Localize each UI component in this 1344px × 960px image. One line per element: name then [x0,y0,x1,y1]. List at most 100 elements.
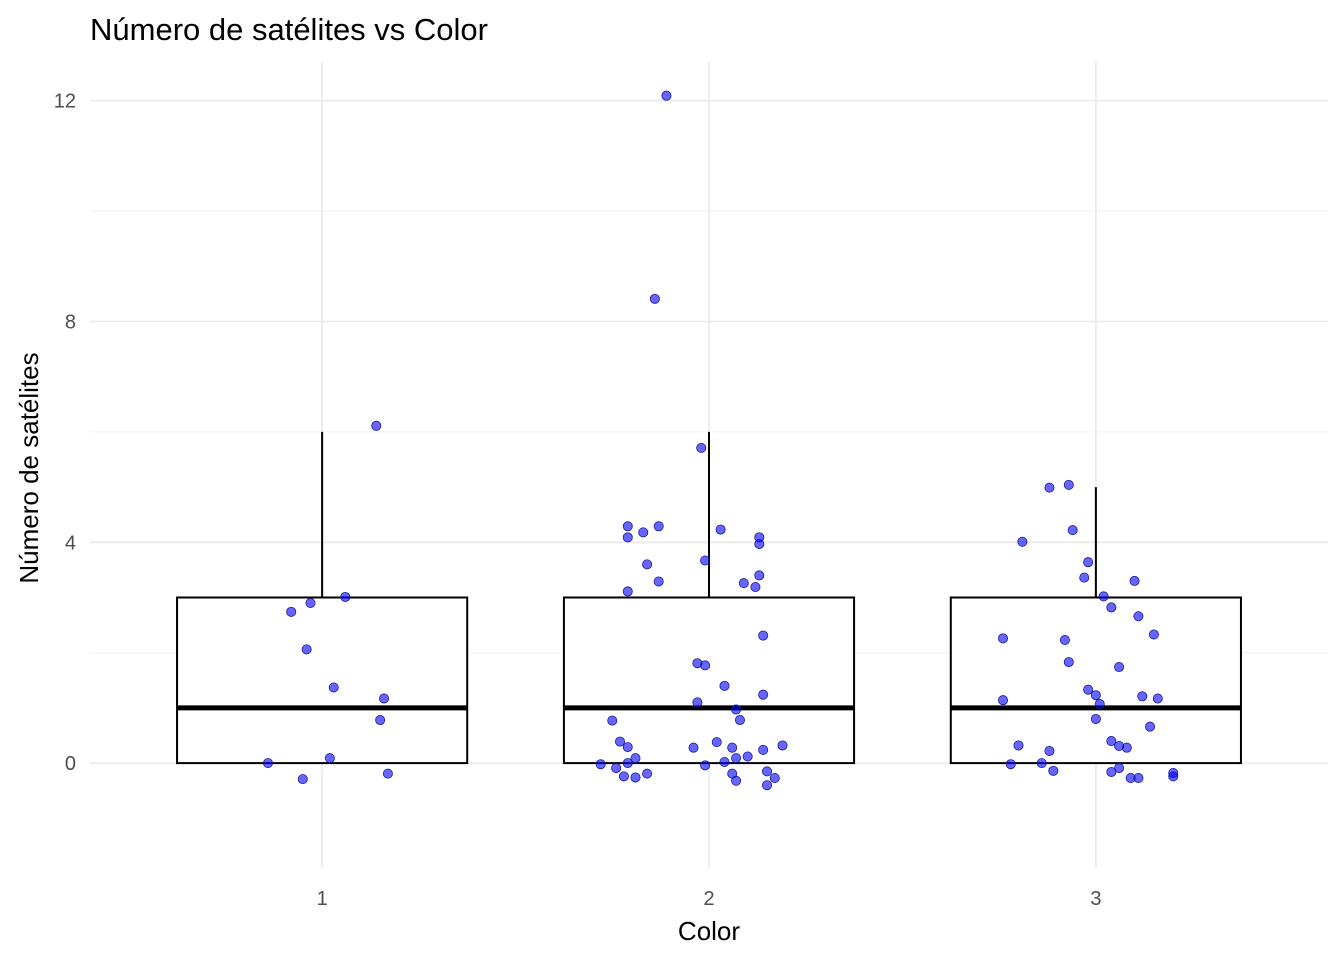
data-point [340,591,351,602]
data-point [1067,525,1078,536]
x-tick-label: 1 [317,888,328,910]
data-point [1063,479,1074,490]
data-point [371,420,382,431]
box-layer [176,431,1242,765]
data-point [328,682,339,693]
y-tick-label: 0 [65,753,76,775]
data-point [1090,690,1101,701]
data-point [719,680,730,691]
data-point [1133,611,1144,622]
data-point [742,751,753,762]
y-tick-label: 4 [65,532,76,554]
data-point [750,582,761,593]
data-point [1044,482,1055,493]
data-point [777,740,788,751]
data-point [1083,684,1094,695]
data-point [998,633,1009,644]
data-point [638,527,649,538]
data-point [700,555,711,566]
data-point [758,744,769,755]
x-tick-label: 2 [703,888,714,910]
data-point [731,775,742,786]
data-point [758,689,769,700]
data-point [769,773,780,784]
data-point [1090,713,1101,724]
x-tick-label: 3 [1090,888,1101,910]
box-iqr [562,596,856,765]
data-point [688,742,699,753]
data-point [649,293,660,304]
data-point [661,90,672,101]
data-point [1079,572,1090,583]
chart-title: Número de satélites vs Color [90,12,488,47]
data-point [622,742,633,753]
data-point [762,780,773,791]
data-point [382,768,393,779]
data-point [375,715,386,726]
y-axis-title: Número de satélites [14,352,44,583]
data-point [286,606,297,617]
data-point [719,757,730,768]
data-point [1017,536,1028,547]
data-point [1005,759,1016,770]
data-point [595,759,606,770]
data-point [622,758,633,769]
data-point [1094,699,1105,710]
data-point [727,742,738,753]
y-tick-label: 12 [54,91,76,113]
box-iqr [949,596,1242,765]
data-point [642,768,653,779]
data-point [696,442,707,453]
data-point [1098,591,1109,602]
data-point [1137,691,1148,702]
data-point [301,644,312,655]
data-point [1129,575,1140,586]
data-point [1013,740,1024,751]
data-point [711,737,722,748]
data-point [700,660,711,671]
data-point [1148,629,1159,640]
data-point [1114,662,1125,673]
data-point [642,559,653,570]
data-point [622,521,633,532]
data-point [738,578,749,589]
data-point [305,598,316,609]
data-point [1036,758,1047,769]
y-tick-label: 8 [65,311,76,333]
data-point [731,753,742,764]
data-point [630,753,641,764]
data-point [1121,742,1132,753]
data-point [1152,693,1163,704]
data-point [653,576,664,587]
data-point [762,766,773,777]
x-axis-title: Color [678,916,740,946]
data-point [622,532,633,543]
data-point [1044,745,1055,756]
data-point [1048,765,1059,776]
jitter-points [262,90,1179,791]
data-point [700,760,711,771]
data-point [754,570,765,581]
data-point [1106,736,1117,747]
data-point [758,630,769,641]
data-point [715,524,726,535]
data-point [607,715,618,726]
data-point [1059,635,1070,646]
data-point [618,771,629,782]
data-point [262,758,273,769]
data-point [653,521,664,532]
data-point [998,695,1009,706]
data-point [734,715,745,726]
data-point [1145,721,1156,732]
data-point [297,774,308,785]
data-point [1133,773,1144,784]
data-point [1168,771,1179,782]
data-point [692,697,703,708]
data-point [1114,763,1125,774]
data-point [630,772,641,783]
box-iqr [176,596,469,765]
data-point [324,753,335,764]
data-point [754,538,765,549]
